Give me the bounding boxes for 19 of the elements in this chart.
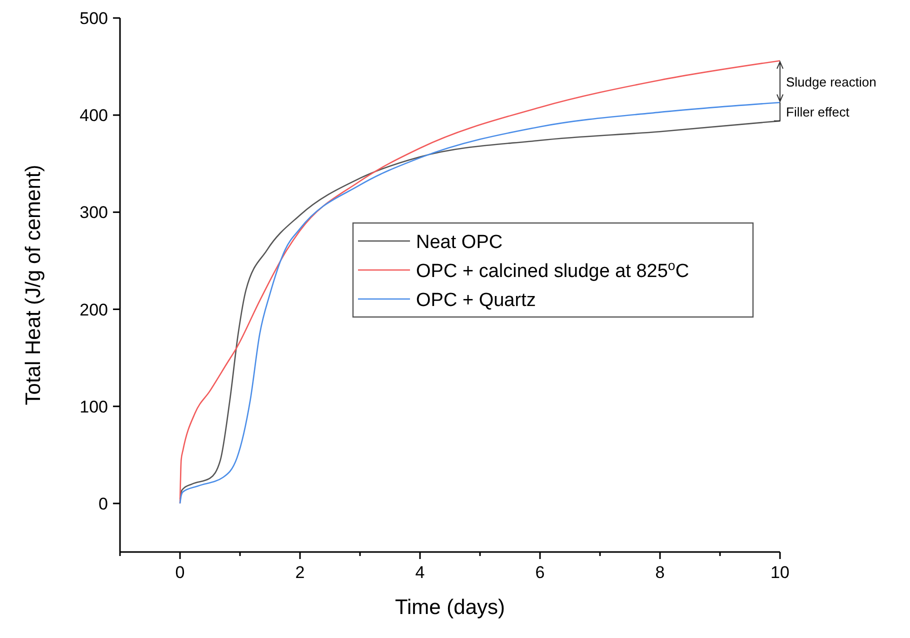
y-tick-label: 500 xyxy=(80,9,108,28)
y-axis-title: Total Heat (J/g of cement) xyxy=(22,164,45,406)
x-tick-label: 2 xyxy=(295,563,305,582)
x-axis-title: Time (days) xyxy=(394,596,506,619)
x-tick-label: 4 xyxy=(415,563,425,582)
x-tick-label: 0 xyxy=(175,563,185,582)
y-tick-label: 100 xyxy=(80,397,108,416)
y-tick-label: 0 xyxy=(98,494,108,514)
text: Sludge reaction xyxy=(786,74,876,90)
legend-label: OPC + Quartz xyxy=(416,290,536,311)
x-tick-label: 6 xyxy=(535,563,545,582)
legend-label: OPC + calcined sludge at 825$^{o}$C xyxy=(416,258,690,282)
text: Filler effect xyxy=(786,104,850,120)
x-tick-label: 10 xyxy=(770,563,790,582)
y-tick-label: 300 xyxy=(80,203,108,222)
y-tick-label: 200 xyxy=(80,300,108,320)
legend-label: Neat OPC xyxy=(416,232,503,253)
x-tick-label: 8 xyxy=(655,563,665,582)
y-tick-label: 400 xyxy=(80,106,108,126)
